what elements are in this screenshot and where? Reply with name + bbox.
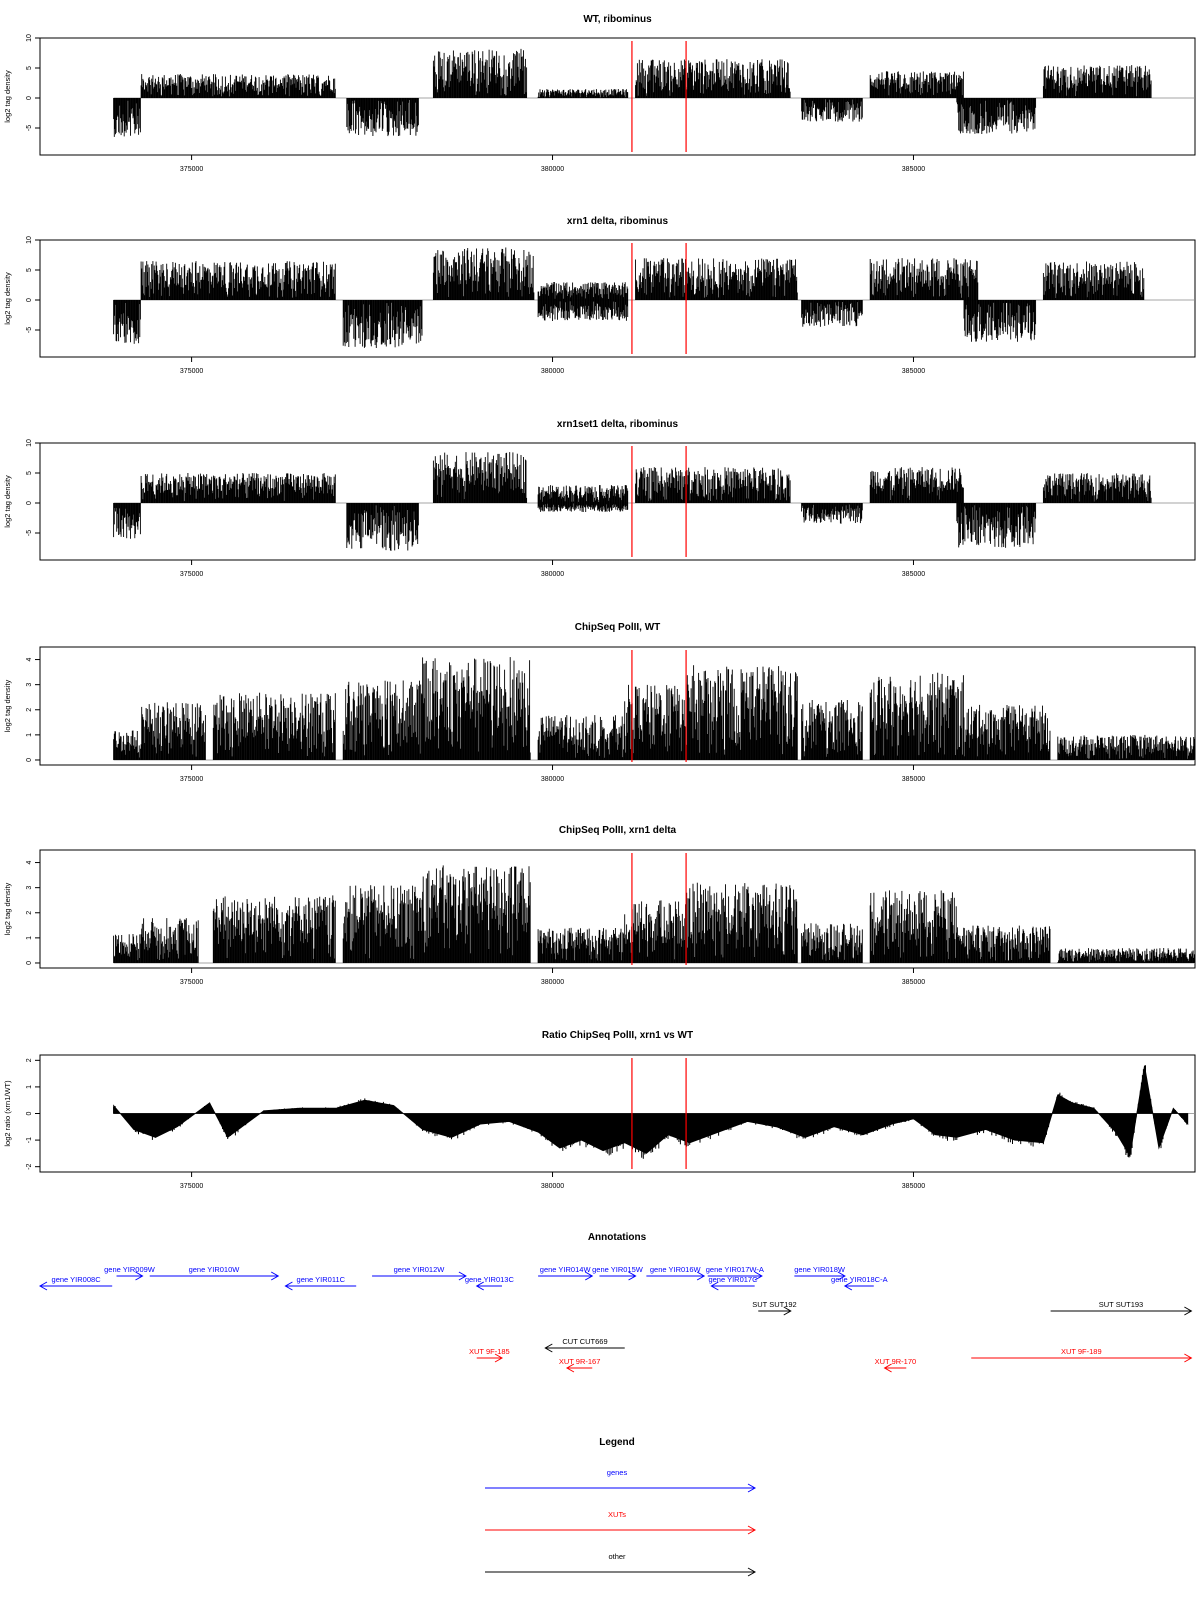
- plot-frame: [39, 442, 1196, 561]
- x-tick-label: 385000: [902, 166, 925, 173]
- x-tick-label: 380000: [541, 368, 564, 375]
- chart-panel-1: WT, ribominus -5 0 5 10 log2 tag density 37500…: [3, 14, 1196, 173]
- x-tick-label: 375000: [180, 368, 203, 375]
- data-marks: [113, 452, 1152, 551]
- plot-frame: [39, 37, 1196, 156]
- y-tick-label: 10: [26, 236, 33, 244]
- y-tick-label: 10: [26, 34, 33, 42]
- y-axis-label: log2 tag density: [3, 272, 12, 325]
- x-tick-label: 380000: [541, 166, 564, 173]
- panel-title: xrn1set1 delta, ribominus: [557, 419, 679, 430]
- y-tick-label: 0: [26, 96, 33, 100]
- panel-title: WT, ribominus: [583, 14, 652, 25]
- x-tick-label: 385000: [902, 368, 925, 375]
- y-axis-label: log2 tag density: [3, 70, 12, 123]
- y-tick-label: -5: [26, 125, 33, 131]
- y-tick-label: 5: [26, 268, 33, 272]
- data-marks: [113, 247, 1145, 348]
- chart-panel-2: xrn1 delta, ribominus -5 0 5 10 log2 tag dens…: [3, 216, 1196, 375]
- panel-title: xrn1 delta, ribominus: [567, 216, 669, 227]
- y-tick-label: 0: [26, 298, 33, 302]
- x-tick-label: 375000: [180, 166, 203, 173]
- data-marks: [113, 48, 1152, 137]
- y-tick-label: -5: [26, 327, 33, 333]
- y-tick-label: 5: [26, 66, 33, 70]
- plot-frame: [39, 239, 1196, 358]
